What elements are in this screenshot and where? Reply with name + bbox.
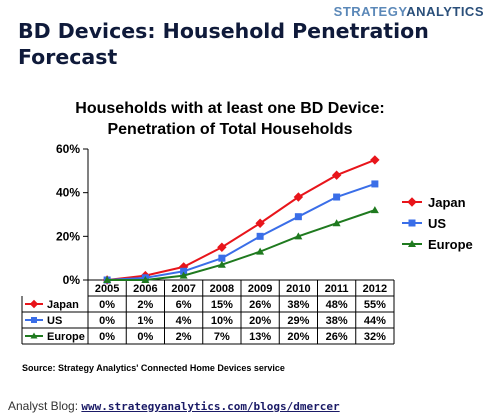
data-point-us: [218, 254, 226, 262]
table-value-japan: 38%: [287, 299, 309, 311]
blog-link[interactable]: www.strategyanalytics.com/blogs/dmercer: [81, 400, 340, 413]
legend-label-us: US: [428, 216, 446, 231]
legend-marker-europe: [408, 240, 416, 247]
series-line-europe: [107, 209, 376, 281]
data-point-japan: [331, 170, 342, 180]
table-value-europe: 32%: [364, 331, 386, 343]
table-series-label-us: US: [47, 315, 62, 327]
data-point-japan: [255, 218, 265, 228]
table-key-marker-us: [31, 317, 37, 323]
slide-title: BD Devices: Household Penetration Foreca…: [18, 19, 429, 69]
series-line-us: [107, 182, 376, 281]
x-category-label: 2006: [133, 283, 157, 295]
x-category-label: 2005: [95, 283, 119, 295]
data-point-europe: [332, 219, 341, 227]
table-value-europe: 20%: [287, 331, 309, 343]
table-value-us: 29%: [287, 315, 309, 327]
table-value-japan: 15%: [211, 299, 233, 311]
table-value-us: 20%: [249, 315, 271, 327]
table-value-us: 38%: [326, 315, 348, 327]
chart-title-line2: Penetration of Total Households: [107, 121, 352, 138]
data-point-europe: [370, 206, 379, 214]
data-point-europe: [217, 260, 226, 268]
table-key-marker-japan: [29, 299, 39, 309]
chart-title-line1: Households with at least one BD Device:: [75, 100, 384, 117]
data-point-europe: [294, 232, 303, 240]
table-value-europe: 2%: [176, 331, 192, 343]
x-category-label: 2008: [210, 283, 234, 295]
y-tick-label: 0%: [63, 273, 81, 287]
data-point-europe: [179, 271, 188, 279]
chart-frame: Households with at least one BD Device: P…: [18, 94, 492, 384]
table-series-label-europe: Europe: [47, 331, 85, 343]
data-point-europe: [256, 247, 265, 255]
table-value-japan: 55%: [364, 299, 386, 311]
table-value-europe: 0%: [137, 331, 153, 343]
table-value-europe: 13%: [249, 331, 271, 343]
table-value-us: 10%: [211, 315, 233, 327]
table-value-us: 44%: [364, 315, 386, 327]
footer: Analyst Blog: www.strategyanalytics.com/…: [8, 399, 340, 413]
x-category-label: 2012: [363, 283, 387, 295]
x-category-label: 2010: [286, 283, 310, 295]
table-value-japan: 0%: [99, 299, 115, 311]
table-value-japan: 6%: [176, 299, 192, 311]
table-value-europe: 26%: [326, 331, 348, 343]
y-tick-label: 60%: [56, 142, 80, 156]
table-value-japan: 48%: [326, 299, 348, 311]
chart-source-note: Source: Strategy Analytics' Connected Ho…: [22, 363, 285, 373]
brand-logo-part1: STRATEGY: [333, 4, 407, 19]
table-value-japan: 26%: [249, 299, 271, 311]
table-key-marker-europe: [30, 332, 38, 339]
data-point-us: [333, 193, 341, 201]
table-value-europe: 0%: [99, 331, 115, 343]
data-point-us: [294, 213, 302, 221]
table-series-label-japan: Japan: [47, 299, 79, 311]
legend-marker-us: [408, 219, 416, 227]
table-value-japan: 2%: [137, 299, 153, 311]
brand-logo: STRATEGYANALYTICS: [334, 4, 484, 19]
penetration-chart: Households with at least one BD Device: P…: [21, 100, 473, 373]
data-point-europe: [103, 276, 112, 283]
x-category-label: 2007: [171, 283, 195, 295]
y-tick-label: 20%: [56, 229, 80, 243]
x-category-label: 2011: [325, 283, 349, 295]
data-point-us: [180, 267, 188, 275]
footer-label: Analyst Blog:: [8, 399, 82, 413]
data-point-us: [256, 232, 264, 240]
table-value-us: 0%: [99, 315, 115, 327]
data-point-us: [371, 180, 379, 188]
legend-label-europe: Europe: [428, 237, 473, 252]
data-point-japan: [370, 155, 380, 165]
data-point-europe: [141, 276, 150, 283]
x-category-label: 2009: [248, 283, 272, 295]
table-value-us: 1%: [137, 315, 153, 327]
y-tick-label: 40%: [56, 186, 80, 200]
legend-label-japan: Japan: [428, 195, 466, 210]
legend-marker-japan: [407, 197, 417, 207]
table-value-us: 4%: [176, 315, 192, 327]
data-point-japan: [293, 192, 304, 202]
brand-logo-part2: ANALYTICS: [406, 4, 484, 19]
data-point-japan: [217, 242, 227, 252]
table-value-europe: 7%: [214, 331, 230, 343]
series-line-japan: [107, 158, 376, 281]
